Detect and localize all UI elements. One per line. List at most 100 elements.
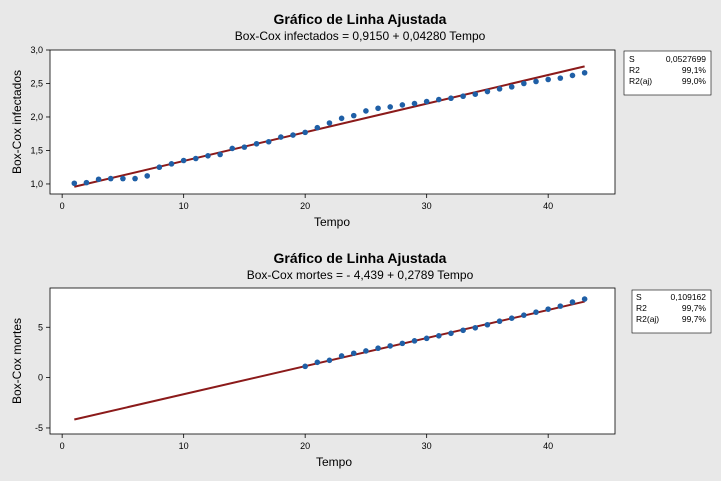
data-point xyxy=(387,343,394,349)
data-point xyxy=(460,93,466,100)
data-point xyxy=(581,69,588,76)
x-tick-label: 30 xyxy=(422,201,432,211)
data-point xyxy=(180,157,187,164)
stat-value: 0,109162 xyxy=(671,292,707,302)
data-point xyxy=(460,327,466,334)
y-tick-label: 5 xyxy=(38,322,43,332)
data-point xyxy=(265,138,272,145)
data-point xyxy=(423,335,430,342)
data-point xyxy=(508,84,515,90)
data-point xyxy=(472,324,479,331)
data-point xyxy=(290,132,296,138)
stats-box xyxy=(631,289,712,334)
y-tick-label: 2,0 xyxy=(30,112,43,122)
data-point xyxy=(95,176,102,183)
x-tick-label: 20 xyxy=(300,201,310,211)
chart-panel-infectados: Gráfico de Linha Ajustada Box-Cox infect… xyxy=(10,11,712,229)
x-tick-label: 30 xyxy=(422,441,432,451)
data-point xyxy=(484,321,491,328)
x-tick-label: 0 xyxy=(60,201,65,211)
data-point xyxy=(338,353,345,359)
data-point xyxy=(533,78,539,85)
data-point xyxy=(496,318,503,325)
data-point xyxy=(241,144,248,150)
data-point xyxy=(350,350,357,357)
data-point xyxy=(132,175,138,182)
y-tick-label: -5 xyxy=(35,423,43,433)
data-point xyxy=(581,296,588,302)
data-point xyxy=(533,309,539,315)
stat-value: 99,0% xyxy=(682,76,707,86)
stat-value: 0,0527699 xyxy=(666,54,706,64)
x-tick-label: 0 xyxy=(60,441,65,451)
x-axis: 0 10 20 30 40 xyxy=(60,194,553,211)
data-point xyxy=(399,102,406,108)
data-point xyxy=(229,145,236,152)
data-point xyxy=(363,108,369,114)
data-point xyxy=(314,359,321,366)
data-point xyxy=(156,164,163,171)
y-axis-label: Box-Cox infectados xyxy=(10,70,24,174)
plot-area xyxy=(49,287,616,435)
data-point xyxy=(205,153,211,159)
stat-label: R2 xyxy=(629,65,640,75)
stat-value: 99,7% xyxy=(682,303,707,313)
data-point xyxy=(338,115,345,122)
y-tick-label: 1,0 xyxy=(30,179,43,189)
data-point xyxy=(557,75,564,81)
data-point xyxy=(569,299,576,305)
chart-panel-mortes: Gráfico de Linha Ajustada Box-Cox mortes… xyxy=(10,250,712,469)
data-point xyxy=(508,315,515,322)
y-axis: 1,0 1,5 2,0 2,5 3,0 xyxy=(30,45,50,189)
data-point xyxy=(217,151,223,158)
data-point xyxy=(83,179,90,186)
stats-table: S 0,0527699 R2 99,1% R2(aj) 99,0% xyxy=(629,54,706,86)
stat-label: S xyxy=(636,292,642,302)
stats-box xyxy=(623,50,712,96)
y-axis: -5 0 5 xyxy=(35,322,50,433)
stat-value: 99,1% xyxy=(682,65,707,75)
data-point xyxy=(557,303,564,309)
chart-title: Gráfico de Linha Ajustada xyxy=(274,250,447,266)
x-tick-label: 20 xyxy=(300,441,310,451)
y-tick-label: 3,0 xyxy=(30,45,43,55)
data-point xyxy=(496,86,503,92)
data-point xyxy=(350,112,357,119)
data-point xyxy=(448,95,454,102)
data-point xyxy=(278,134,284,140)
y-tick-label: 2,5 xyxy=(30,78,43,88)
stat-label: R2 xyxy=(636,303,647,313)
stat-label: R2(aj) xyxy=(636,314,659,324)
data-points xyxy=(302,296,588,370)
data-point xyxy=(326,120,333,126)
data-point xyxy=(363,348,369,354)
data-point xyxy=(168,161,175,167)
data-point xyxy=(411,100,418,107)
data-point xyxy=(472,91,479,98)
data-point xyxy=(436,96,442,103)
data-point xyxy=(302,129,308,136)
x-tick-label: 10 xyxy=(179,441,189,451)
data-point xyxy=(484,88,491,95)
data-point xyxy=(375,345,381,352)
data-point xyxy=(107,175,114,182)
x-tick-label: 10 xyxy=(179,201,189,211)
data-point xyxy=(302,363,308,370)
data-point xyxy=(120,175,126,182)
data-points xyxy=(71,69,588,187)
data-point xyxy=(569,72,576,79)
y-tick-label: 1,5 xyxy=(30,145,43,155)
data-point xyxy=(521,312,527,318)
stat-value: 99,7% xyxy=(682,314,707,324)
data-point xyxy=(411,338,418,344)
data-point xyxy=(399,340,406,347)
data-point xyxy=(545,306,551,312)
x-axis-label: Tempo xyxy=(314,215,350,229)
x-tick-label: 40 xyxy=(543,201,553,211)
stat-label: R2(aj) xyxy=(629,76,652,86)
y-axis-label: Box-Cox mortes xyxy=(10,318,24,404)
data-point xyxy=(436,333,442,339)
data-point xyxy=(375,105,381,112)
x-axis: 0 10 20 30 40 xyxy=(60,434,553,451)
